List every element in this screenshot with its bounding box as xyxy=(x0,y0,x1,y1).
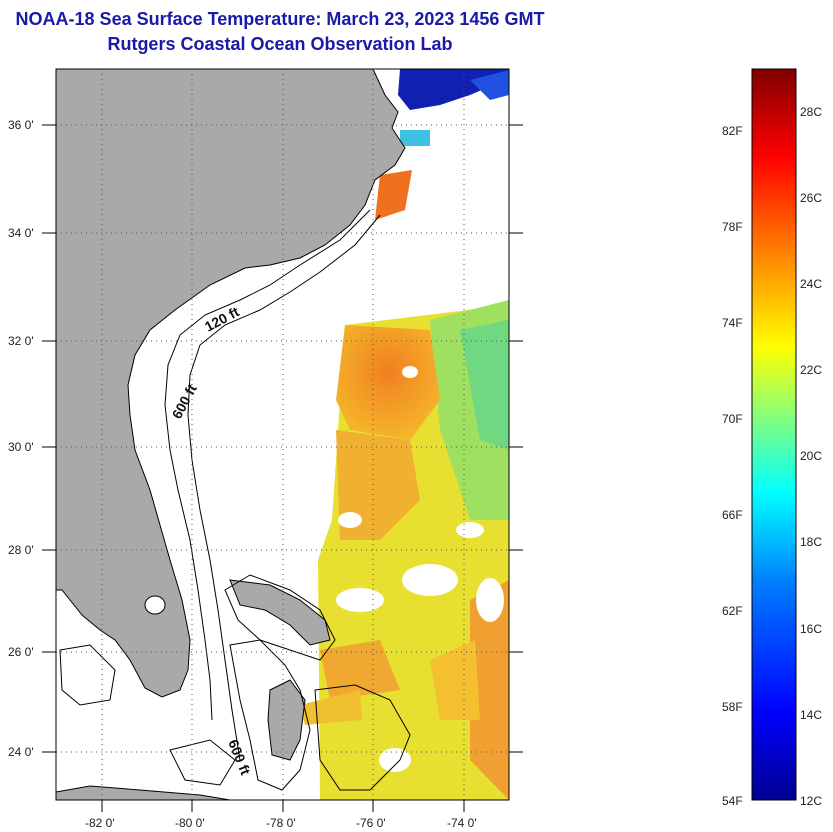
cb-label-62f: 62F xyxy=(722,604,743,618)
cb-label-54f: 54F xyxy=(722,794,743,808)
colorbar: 82F 78F 74F 70F 66F 62F 58F 54F 28C 26C … xyxy=(722,68,822,808)
lon-label-80: -80 0' xyxy=(175,816,205,830)
cb-label-24c: 24C xyxy=(800,277,822,291)
cb-label-18c: 18C xyxy=(800,535,822,549)
lat-label-32: 32 0' xyxy=(8,334,34,348)
lat-label-36: 36 0' xyxy=(8,118,34,132)
map-title: NOAA-18 Sea Surface Temperature: March 2… xyxy=(15,9,545,29)
cb-label-82f: 82F xyxy=(722,124,743,138)
cb-label-26c: 26C xyxy=(800,191,822,205)
lat-label-34: 34 0' xyxy=(8,226,34,240)
isobaths xyxy=(59,209,411,791)
lon-label-74: -74 0' xyxy=(447,816,477,830)
colorbar-gradient xyxy=(751,68,797,801)
cb-label-12c: 12C xyxy=(800,794,822,808)
lat-label-30: 30 0' xyxy=(8,440,34,454)
longitude-labels: -82 0' -80 0' -78 0' -76 0' -74 0' xyxy=(85,816,477,830)
land xyxy=(56,69,406,800)
cb-label-16c: 16C xyxy=(800,622,822,636)
lon-label-78: -78 0' xyxy=(266,816,296,830)
cb-label-70f: 70F xyxy=(722,412,743,426)
map-subtitle: Rutgers Coastal Ocean Observation Lab xyxy=(107,34,453,54)
lon-label-76: -76 0' xyxy=(356,816,386,830)
lat-label-28: 28 0' xyxy=(8,543,34,557)
cb-label-74f: 74F xyxy=(722,316,743,330)
colorbar-celsius-labels: 28C 26C 24C 22C 20C 18C 16C 14C 12C xyxy=(800,105,822,808)
colorbar-fahrenheit-labels: 82F 78F 74F 70F 66F 62F 58F 54F xyxy=(722,124,743,808)
cb-label-78f: 78F xyxy=(722,220,743,234)
tick-marks xyxy=(42,124,523,812)
cb-label-66f: 66F xyxy=(722,508,743,522)
cb-label-14c: 14C xyxy=(800,708,822,722)
sst-swath xyxy=(300,69,509,800)
graticule xyxy=(56,69,509,800)
cb-label-20c: 20C xyxy=(800,449,822,463)
lon-label-82: -82 0' xyxy=(85,816,115,830)
lat-label-24: 24 0' xyxy=(8,745,34,759)
cb-label-28c: 28C xyxy=(800,105,822,119)
cb-label-58f: 58F xyxy=(722,700,743,714)
cb-label-22c: 22C xyxy=(800,363,822,377)
lat-label-26: 26 0' xyxy=(8,645,34,659)
latitude-labels: 36 0' 34 0' 32 0' 30 0' 28 0' 26 0' 24 0… xyxy=(8,118,34,759)
